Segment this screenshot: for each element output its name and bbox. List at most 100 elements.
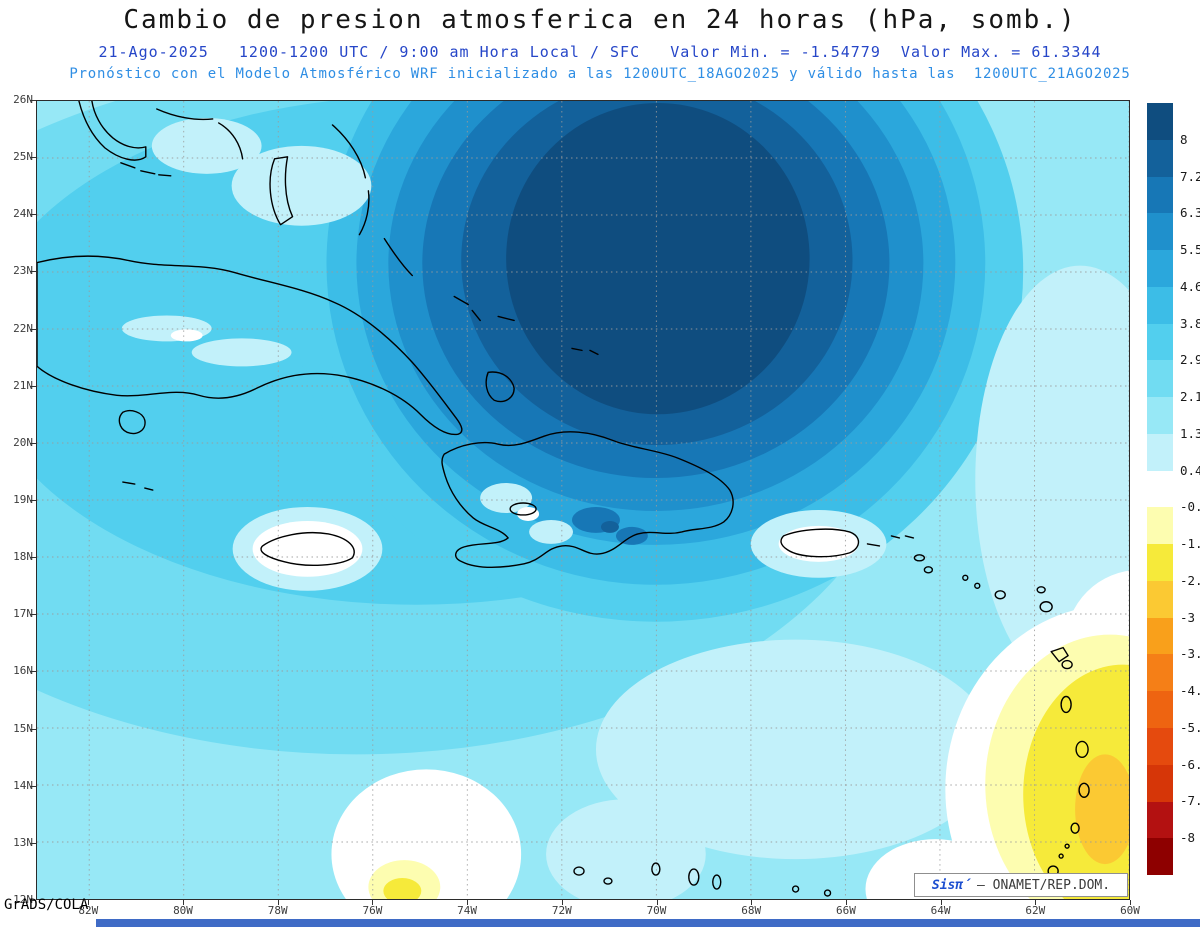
lon-tick <box>183 900 184 905</box>
colorbar-label: -7.2 <box>1180 793 1200 809</box>
colorbar-segment <box>1147 213 1173 251</box>
lon-label: 82W <box>78 904 99 917</box>
colorbar-segment <box>1147 654 1173 692</box>
lon-label: 76W <box>362 904 383 917</box>
lat-tick <box>30 785 36 787</box>
coastline-bahamas <box>156 108 599 403</box>
lon-tick <box>467 900 469 905</box>
colorbar-label: -3.8 <box>1180 646 1200 662</box>
coastline-florida-keys <box>120 162 172 177</box>
lat-tick <box>30 442 36 444</box>
colorbar-label: 1.3 <box>1180 425 1200 441</box>
lat-tick <box>30 671 36 673</box>
coastline-gonave <box>509 502 537 516</box>
pressure-change-map-svg <box>37 101 1129 899</box>
lon-label: 72W <box>551 904 572 917</box>
colorbar-segment <box>1147 176 1173 214</box>
colorbar-label: -8 <box>1180 830 1196 846</box>
colorbar-label: 7.2 <box>1180 168 1200 184</box>
lat-label: 26N <box>13 93 33 106</box>
lon-label: 70W <box>646 904 667 917</box>
colorbar-label: -2.1 <box>1180 572 1200 588</box>
colorbar-segment <box>1147 617 1173 655</box>
colorbar-label: 6.3 <box>1180 205 1200 221</box>
lon-label: 74W <box>457 904 478 917</box>
colorbar-segment <box>1147 838 1173 876</box>
colorbar-segment <box>1147 764 1173 802</box>
lon-tick <box>277 900 279 905</box>
lat-label: 15N <box>13 721 33 735</box>
colorbar-segment <box>1147 507 1173 545</box>
colorbar-segment <box>1147 470 1173 508</box>
model-info-subtitle: Pronóstico con el Modelo Atmosférico WRF… <box>69 66 1131 82</box>
lon-tick <box>1035 900 1037 905</box>
lat-tick <box>30 900 36 901</box>
coastline-jamaica <box>260 531 355 566</box>
pressure-field <box>37 101 1129 899</box>
grid-lines <box>37 101 1129 899</box>
lon-tick <box>845 900 847 905</box>
colorbar-label: -6.3 <box>1180 756 1200 772</box>
colorbar-label: -1.3 <box>1180 536 1200 552</box>
lon-label: 66W <box>835 904 856 917</box>
lon-label: 78W <box>267 904 288 917</box>
colorbar-segment <box>1147 103 1173 140</box>
onamet-watermark-text: – ONAMET/REP.DOM. <box>977 877 1111 893</box>
lat-tick <box>30 157 36 159</box>
lat-label: 24N <box>13 207 33 221</box>
lon-tick <box>1130 900 1131 905</box>
colorbar-label: 8 <box>1180 131 1188 147</box>
lat-tick <box>30 728 36 730</box>
lon-label: 60W <box>1120 904 1140 917</box>
lat-tick <box>30 557 36 559</box>
colorbar-segment <box>1147 397 1173 434</box>
valid-time-subtitle: 21-Ago-2025 1200-1200 UTC / 9:00 am Hora… <box>98 43 1102 61</box>
page-title: Cambio de presion atmosferica en 24 hora… <box>123 5 1077 35</box>
coastlines <box>37 101 1090 897</box>
coastline-hispaniola <box>441 431 734 568</box>
lat-tick <box>30 500 36 501</box>
colorbar-label: 2.1 <box>1180 389 1200 405</box>
lat-label: 25N <box>13 150 33 164</box>
colorbar-label: -4.6 <box>1180 683 1200 699</box>
colorbar-segment <box>1147 286 1173 324</box>
coastline-puerto-rico <box>780 528 915 558</box>
lat-label: 23N <box>13 264 33 278</box>
colorbar-label: 0.4 <box>1180 462 1200 478</box>
lat-tick <box>30 214 36 216</box>
colorbar-segment <box>1147 360 1173 398</box>
lon-label: 68W <box>741 904 762 917</box>
colorbar-segment <box>1147 691 1173 729</box>
colorbar-segment <box>1147 139 1173 177</box>
coastline-cuba <box>37 255 463 491</box>
lat-label: 14N <box>13 778 33 792</box>
colorbar-label: 3.8 <box>1180 315 1200 331</box>
coastline-south-islands <box>573 862 832 897</box>
colorbar-label: 2.9 <box>1180 352 1200 368</box>
lat-tick <box>30 328 36 330</box>
colorbar-segment <box>1147 544 1173 581</box>
lat-tick <box>30 842 36 844</box>
bottom-window-strip[interactable] <box>96 919 1200 927</box>
lat-label: 22N <box>13 321 33 335</box>
colorbar-label: 4.6 <box>1180 278 1200 294</box>
lat-label: 17N <box>13 607 33 621</box>
lat-tick <box>30 271 36 273</box>
weather-map: Sisπ́ – ONAMET/REP.DOM. <box>36 100 1130 900</box>
colorbar-segment <box>1147 728 1173 765</box>
colorbar-segment <box>1147 323 1173 361</box>
lat-tick <box>30 614 36 616</box>
lat-label: 19N <box>13 493 33 506</box>
lon-tick <box>751 900 753 905</box>
colorbar-segment <box>1147 250 1173 287</box>
colorbar-label: 5.5 <box>1180 242 1200 258</box>
lat-tick <box>30 385 36 387</box>
colorbar-segment <box>1147 801 1173 839</box>
colorbar <box>1147 103 1173 876</box>
lon-tick <box>561 900 563 905</box>
lon-label: 80W <box>173 904 193 917</box>
lat-label: 12N <box>13 893 33 906</box>
colorbar-label: -3 <box>1180 609 1196 625</box>
lon-label: 64W <box>930 904 951 917</box>
